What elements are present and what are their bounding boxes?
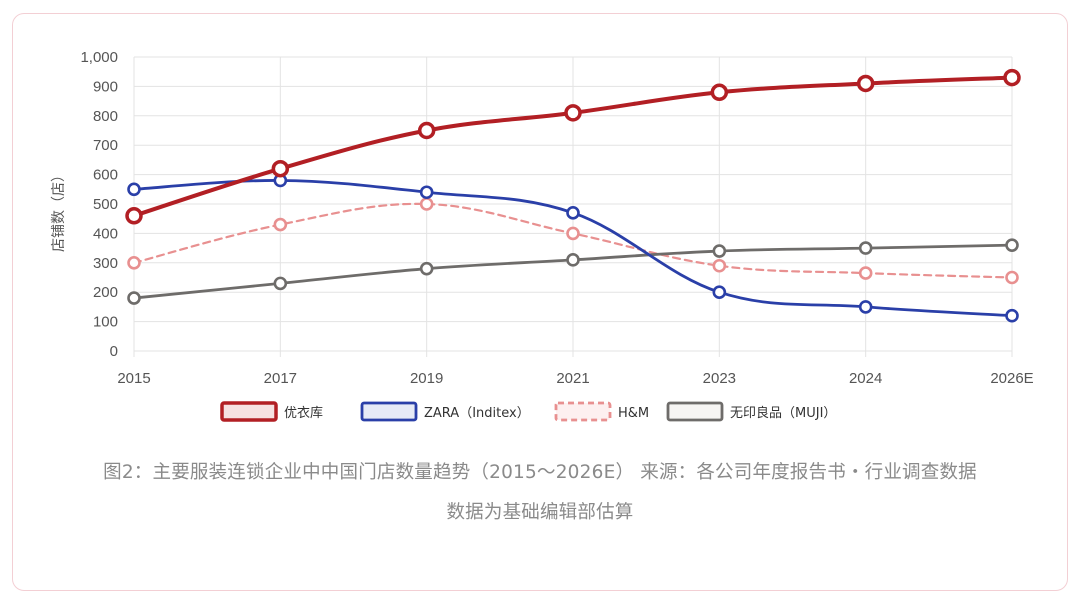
data-point (858, 300, 873, 314)
data-point (127, 182, 141, 197)
y-tick-label: 100 (93, 314, 118, 331)
legend-item: ZARA（Inditex） (360, 401, 530, 422)
x-tick-label: 2015 (117, 370, 150, 387)
data-point (125, 207, 143, 225)
x-tick-label: 2026E (990, 370, 1033, 387)
data-point (712, 285, 727, 300)
legend-item: 无印良品（MUJI） (666, 401, 836, 422)
y-tick-label: 200 (93, 284, 118, 301)
data-point (417, 121, 436, 140)
data-point (856, 74, 875, 93)
data-point (566, 253, 580, 267)
data-point (271, 159, 290, 178)
y-tick-label: 800 (93, 108, 118, 125)
y-tick-label: 600 (93, 167, 118, 184)
x-tick-label: 2021 (556, 370, 589, 387)
legend-swatch (666, 401, 724, 422)
legend-label: H&M (618, 406, 649, 421)
y-tick-label: 400 (93, 225, 118, 242)
data-point (273, 217, 288, 232)
data-point (566, 206, 580, 220)
series-1 (127, 173, 1019, 323)
legend-label: 无印良品（MUJI） (730, 405, 836, 421)
y-tick-label: 500 (93, 196, 118, 213)
data-point (1005, 308, 1019, 323)
legend: 优衣库 ZARA（Inditex） H&M 无印良品（MUJI） (220, 401, 836, 422)
series-0 (125, 68, 1021, 225)
tick-labels: 0 100 200 300 400 500 600 700 800 900 1,000 2015 201… (80, 49, 1033, 387)
x-tick-label: 2023 (703, 370, 736, 387)
series-2 (127, 197, 1019, 285)
series-3 (127, 238, 1019, 305)
data-point (712, 258, 727, 273)
legend-swatch (554, 401, 612, 422)
legend-item: H&M (554, 401, 649, 422)
legend-label: ZARA（Inditex） (424, 406, 530, 421)
data-point (858, 241, 873, 255)
data-point (712, 244, 727, 258)
data-point (419, 261, 434, 276)
y-tick-label: 900 (93, 78, 118, 95)
data-point (564, 104, 582, 122)
data-point (419, 197, 434, 211)
y-tick-label: 300 (93, 255, 118, 272)
data-point (858, 266, 873, 280)
data-point (1005, 270, 1019, 285)
data-point (1003, 68, 1021, 87)
data-point (710, 83, 729, 102)
legend-label: 优衣库 (284, 405, 323, 421)
x-tick-label: 2019 (410, 370, 443, 387)
y-tick-label: 700 (93, 137, 118, 154)
data-point (566, 226, 580, 241)
data-point (419, 185, 434, 200)
y-tick-label: 0 (110, 343, 118, 360)
figure-caption-note: 数据为基础编辑部估算 (446, 502, 634, 523)
y-axis-title: 店铺数（店） (51, 168, 67, 252)
chart-card (12, 13, 1068, 591)
data-point (127, 255, 141, 270)
data-point (273, 276, 288, 291)
x-tick-label: 2017 (264, 370, 297, 387)
x-tick-label: 2024 (849, 370, 882, 387)
data-point (1005, 238, 1019, 252)
series-group (125, 68, 1021, 323)
figure-caption: 图2：主要服装连锁企业中中国门店数量趋势（2015～2026E） 来源：各公司年… (103, 462, 977, 483)
legend-item: 优衣库 (220, 401, 323, 422)
legend-swatch (220, 401, 278, 422)
y-tick-label: 1,000 (80, 49, 118, 66)
data-point (127, 291, 141, 305)
legend-swatch (360, 401, 418, 422)
